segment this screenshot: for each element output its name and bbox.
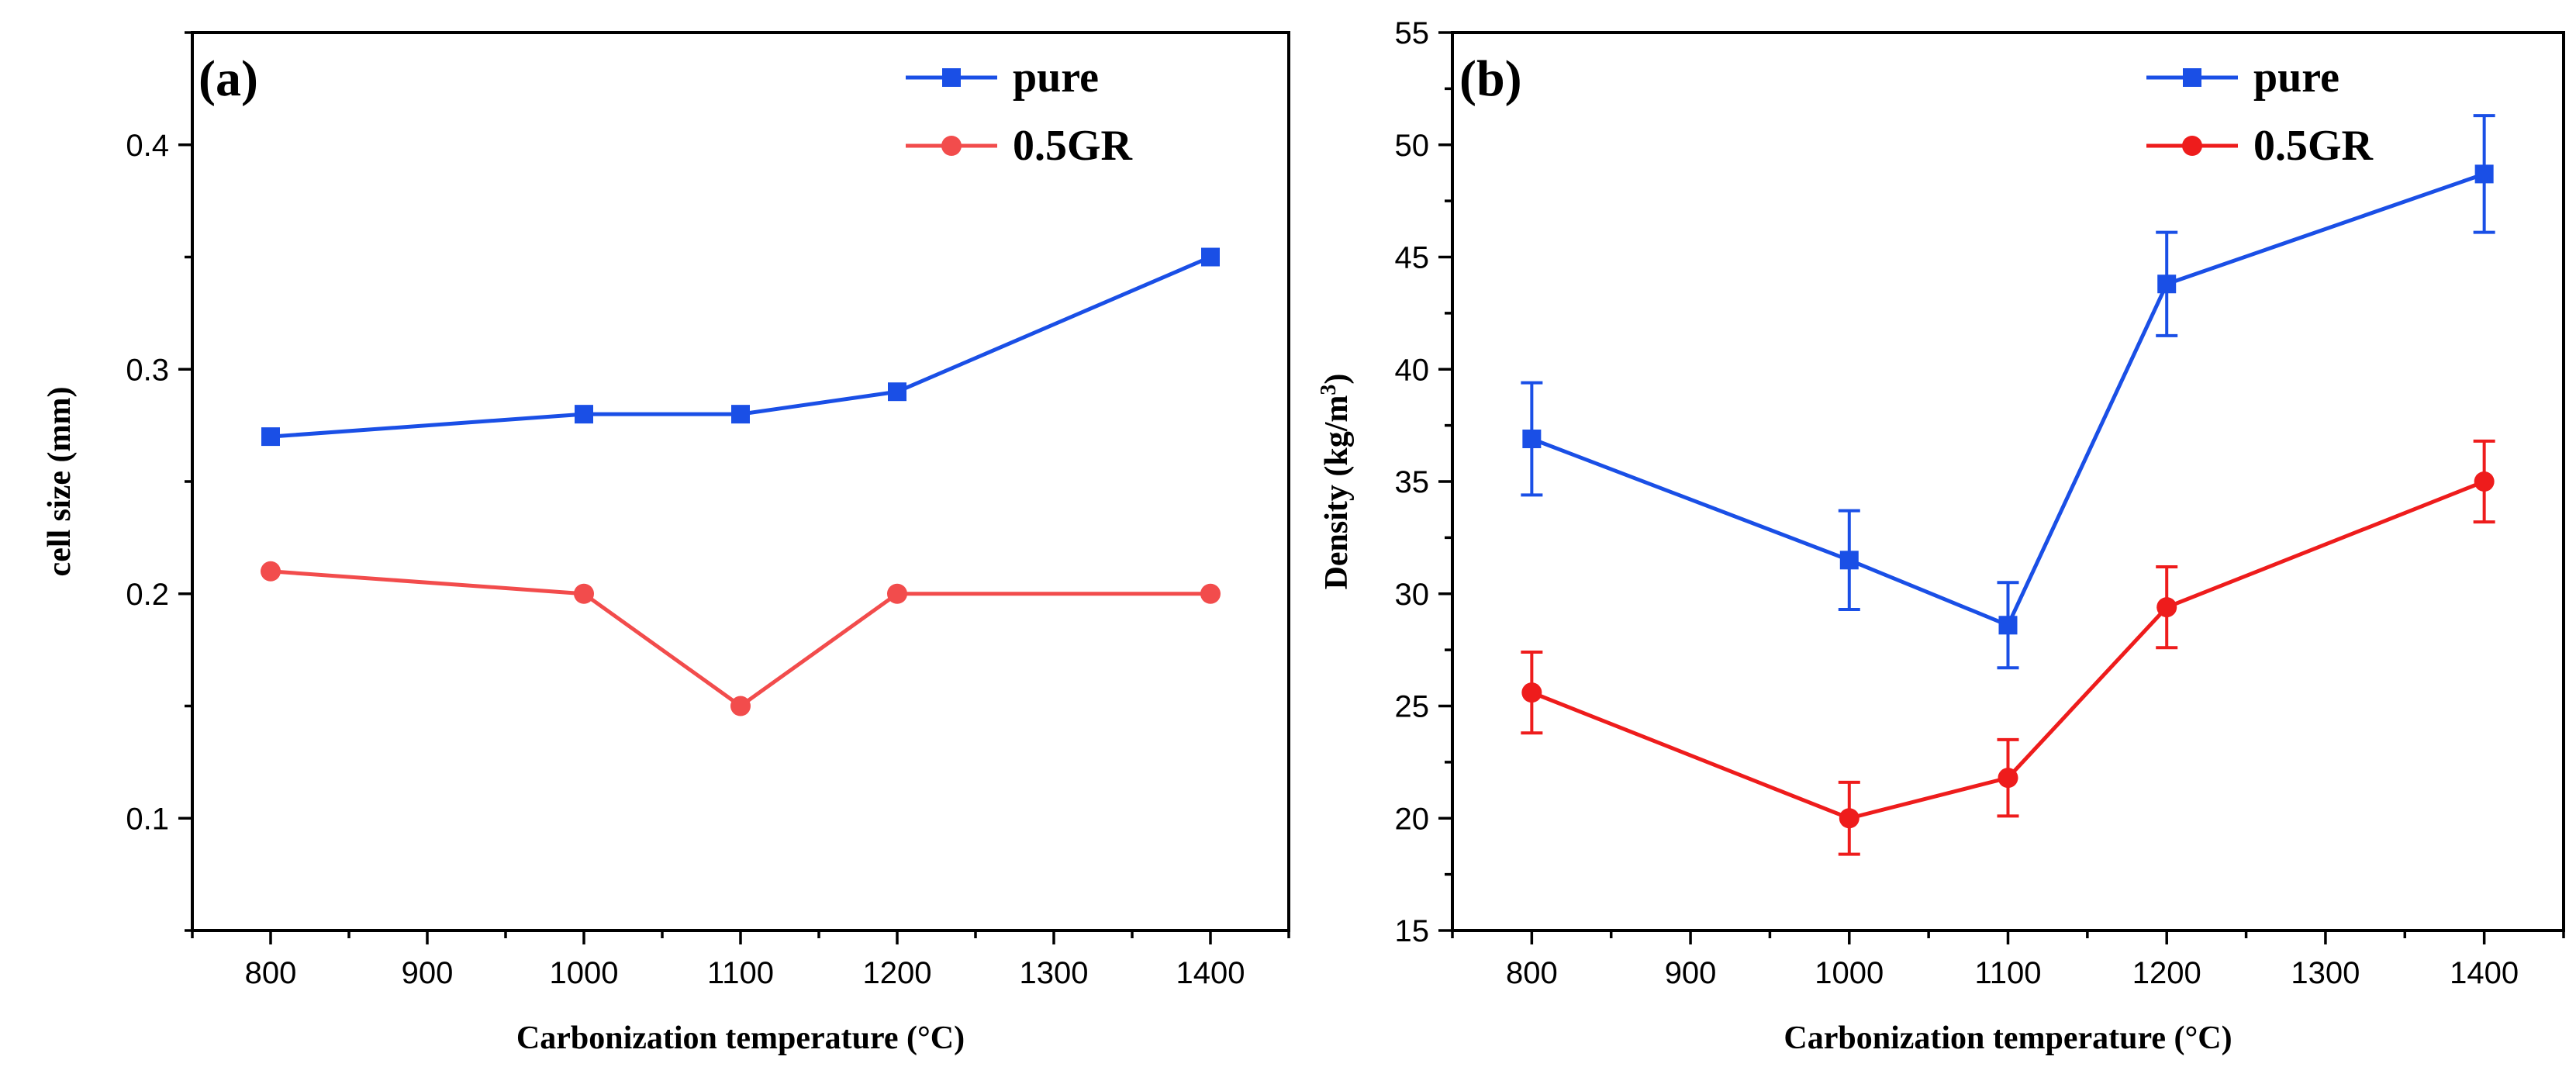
panel-label: (b) [1459,50,1522,107]
legend-entry: pure [2146,54,2339,102]
x-tick-label: 1100 [1974,956,2041,990]
y-tick-label: 55 [1395,16,1430,50]
x-tick-label: 1400 [1176,956,1245,990]
x-tick-label: 1200 [2132,956,2201,990]
legend-marker-square [942,68,961,87]
legend-label: pure [2253,54,2339,102]
data-point-circle [2474,471,2495,492]
panel-b-density-chart: 800 900 1000 1100 1200 1300 1400 15 20 25 30 35 40 45… [1317,16,2565,1056]
data-point-square [261,427,280,447]
data-point-circle [2156,597,2177,618]
y-tick-label: 30 [1395,578,1430,612]
x-axis-title: Carbonization temperature (°C) [1784,1020,2232,1056]
y-axis-title: cell size (mm) [42,387,78,577]
x-tick-label: 1000 [550,956,619,990]
x-tick-label: 1300 [1020,956,1089,990]
panel-label: (a) [199,50,258,107]
x-axis-title: Carbonization temperature (°C) [516,1020,965,1056]
data-point-circle [1839,808,1859,829]
y-tick-label: 35 [1395,465,1430,499]
data-point-square [1839,551,1859,570]
x-tick-label: 1000 [1815,956,1884,990]
x-tick-label: 800 [1506,956,1558,990]
data-point-square [2157,274,2177,294]
data-point-square [575,405,593,424]
series-pure [1521,114,2495,670]
y-tick-label: 40 [1395,353,1430,387]
data-point-square [1201,247,1220,267]
series-0-5gr [261,561,1221,716]
x-tick-label: 900 [402,956,454,990]
legend-entry: 0.5GR [906,122,1133,170]
legend-marker-circle [941,136,962,156]
data-point-square [2474,164,2494,184]
data-point-circle [1521,682,1542,703]
y-tick-label: 0.3 [126,353,169,387]
x-tick-label: 1300 [2291,956,2360,990]
legend-entry: pure [906,54,1099,102]
legend-label: pure [1013,54,1099,102]
y-tick-label: 20 [1395,802,1430,836]
data-point-square [731,405,750,424]
y-tick-label: 45 [1395,241,1430,275]
data-point-circle [1200,583,1221,604]
y-tick-label: 0.1 [126,802,169,836]
y-tick-label: 0.4 [126,129,169,163]
y-tick-label: 0.2 [126,578,169,612]
x-tick-label: 1400 [2450,956,2519,990]
data-point-circle [574,583,594,604]
data-point-square [1522,429,1542,448]
y-tick-label: 50 [1395,129,1430,163]
x-tick-label: 1100 [707,956,774,990]
y-tick-label: 15 [1395,914,1430,948]
legend-marker-square [2183,68,2201,87]
x-tick-label: 800 [245,956,297,990]
y-tick-label: 25 [1395,690,1430,724]
legend-entry: 0.5GR [2146,122,2374,170]
legend-label: 0.5GR [2253,122,2374,170]
x-tick-label: 900 [1665,956,1717,990]
series-pure [261,247,1220,447]
y-axis-title-end: ) [1319,374,1355,385]
data-point-circle [261,561,281,582]
y-axis-title: Density (kg/m3) [1317,374,1355,590]
legend-marker-circle [2182,136,2202,156]
data-point-circle [1998,768,2018,789]
panel-a-cell-size-chart: 800 900 1000 1100 1200 1300 1400 0.1 0.2 0.3 0.4 Ca… [42,31,1290,1056]
data-point-circle [887,583,907,604]
series-line [1531,172,2485,628]
series-0-5gr [1521,439,2495,856]
data-point-square [1998,616,2018,635]
legend-label: 0.5GR [1013,122,1133,170]
series-line [270,569,1210,709]
data-point-square [888,382,906,402]
data-point-circle [730,696,751,716]
y-axis-title-superscript: 3 [1317,385,1341,395]
x-tick-label: 1200 [863,956,932,990]
